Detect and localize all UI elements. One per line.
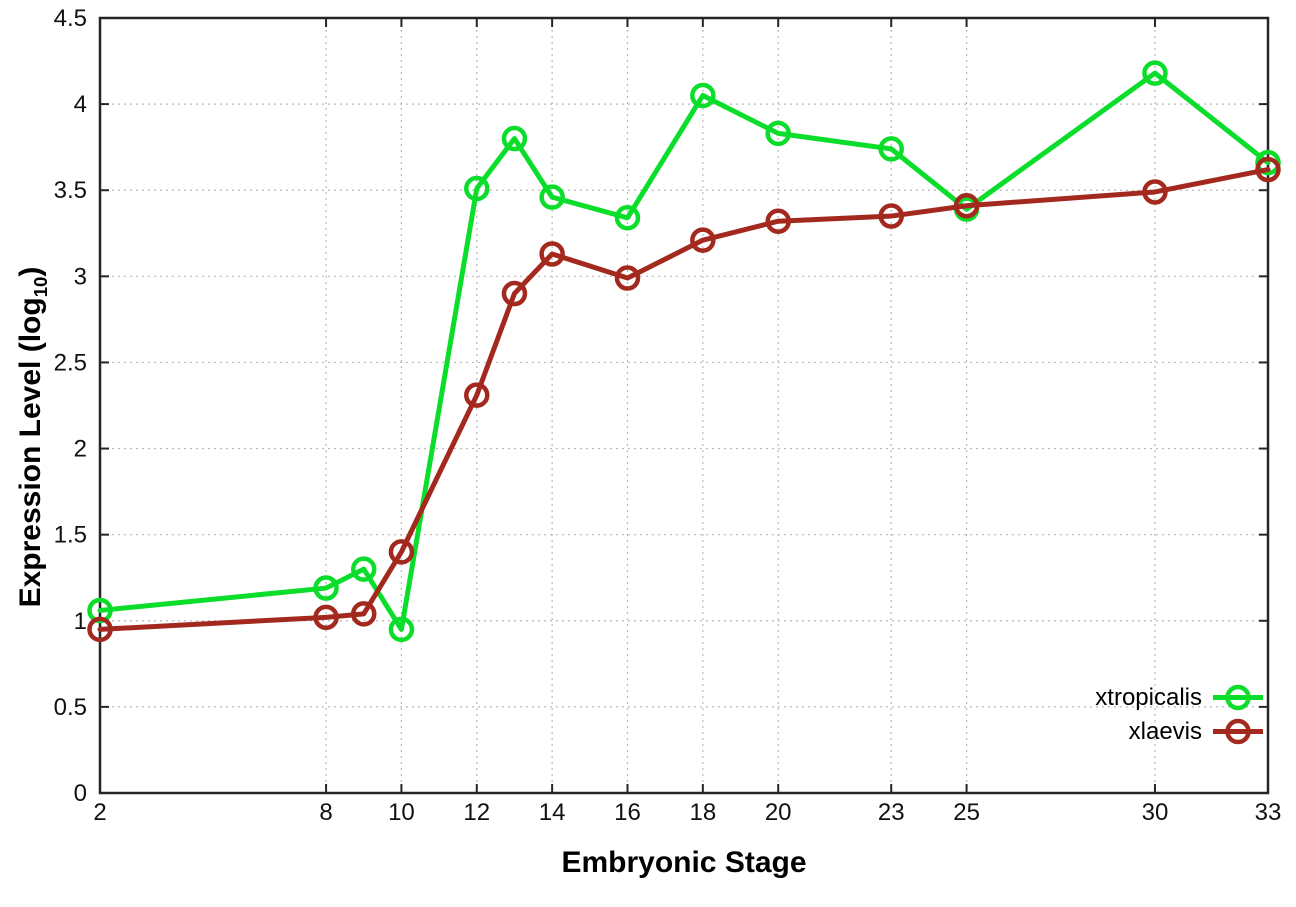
y-tick-label: 2	[74, 436, 87, 463]
data-point-marker-xtropicalis	[878, 136, 904, 162]
data-point-marker-xlaevis	[350, 601, 377, 627]
data-point-marker-xtropicalis	[501, 125, 528, 152]
legend-item-xlaevis: xlaevis	[1129, 715, 1264, 748]
x-tick-label: 8	[319, 799, 332, 826]
legend-label: xlaevis	[1128, 717, 1202, 745]
x-tick-label: 33	[1255, 799, 1282, 826]
x-tick-label: 16	[614, 799, 641, 826]
legend-sample-marker	[1225, 684, 1251, 711]
legend-label: xtropicalis	[1095, 683, 1202, 711]
data-point-marker-xlaevis	[1255, 156, 1281, 183]
y-axis-title-text: Expression Level (log	[14, 297, 47, 608]
data-point-marker-xlaevis	[878, 203, 904, 229]
x-tick-label: 18	[689, 799, 716, 826]
data-point-marker-xtropicalis	[388, 616, 415, 643]
data-point-marker-xlaevis	[539, 241, 565, 267]
data-point-marker-xlaevis	[501, 280, 528, 307]
x-tick-label: 12	[463, 799, 490, 826]
x-tick-label: 20	[765, 799, 792, 826]
data-point-marker-xtropicalis	[350, 556, 377, 582]
y-tick-label: 0.5	[54, 694, 87, 721]
y-tick-label: 4.5	[54, 5, 87, 32]
plot-border	[98, 16, 1270, 795]
y-axis-title-suffix: )	[14, 266, 47, 277]
data-point-marker-xlaevis	[87, 616, 113, 643]
y-axis-title-subscript: 10	[30, 276, 51, 298]
x-tick-label: 14	[539, 799, 566, 826]
y-axis-title: Expression Level (log10)	[14, 267, 52, 608]
legend: xtropicalis xlaevis	[1095, 681, 1264, 748]
data-point-marker-xlaevis	[1142, 179, 1168, 205]
series-line-xtropicalis	[97, 70, 1271, 632]
x-tick-label: 2	[93, 799, 106, 826]
legend-sample-marker	[1225, 718, 1251, 745]
x-tick-label: 30	[1142, 799, 1169, 826]
data-point-marker-xlaevis	[464, 382, 490, 408]
x-tick-label: 23	[878, 799, 905, 826]
y-tick-label: 3	[74, 263, 87, 290]
data-point-marker-xlaevis	[690, 227, 716, 253]
data-point-marker-xtropicalis	[464, 175, 490, 202]
x-axis-title: Embryonic Stage	[561, 846, 807, 879]
data-point-marker-xtropicalis	[539, 184, 565, 210]
legend-sample-xlaevis	[1213, 718, 1263, 745]
y-tick-label: 0	[74, 780, 87, 807]
data-point-marker-xtropicalis	[313, 575, 339, 601]
legend-item-xtropicalis: xtropicalis	[1095, 681, 1264, 714]
x-tick-label: 25	[953, 799, 980, 826]
y-tick-label: 1.5	[54, 522, 87, 549]
data-point-marker-xlaevis	[614, 265, 641, 291]
data-point-marker-xtropicalis	[765, 120, 791, 147]
legend-sample-xtropicalis	[1213, 684, 1263, 711]
y-tick-label: 1	[74, 608, 87, 635]
data-point-marker-xlaevis	[765, 208, 791, 234]
y-tick-label: 4	[74, 91, 87, 118]
data-point-marker-xtropicalis	[1142, 60, 1168, 86]
data-point-marker-xlaevis	[953, 192, 980, 219]
x-tick-label: 10	[388, 799, 415, 826]
data-point-marker-xlaevis	[313, 604, 339, 631]
series-line-xlaevis	[97, 167, 1271, 632]
data-point-marker-xtropicalis	[690, 82, 716, 109]
data-point-marker-xlaevis	[388, 539, 415, 565]
data-point-marker-xtropicalis	[614, 205, 641, 231]
y-tick-label: 2.5	[54, 349, 87, 376]
y-tick-label: 3.5	[54, 177, 87, 204]
